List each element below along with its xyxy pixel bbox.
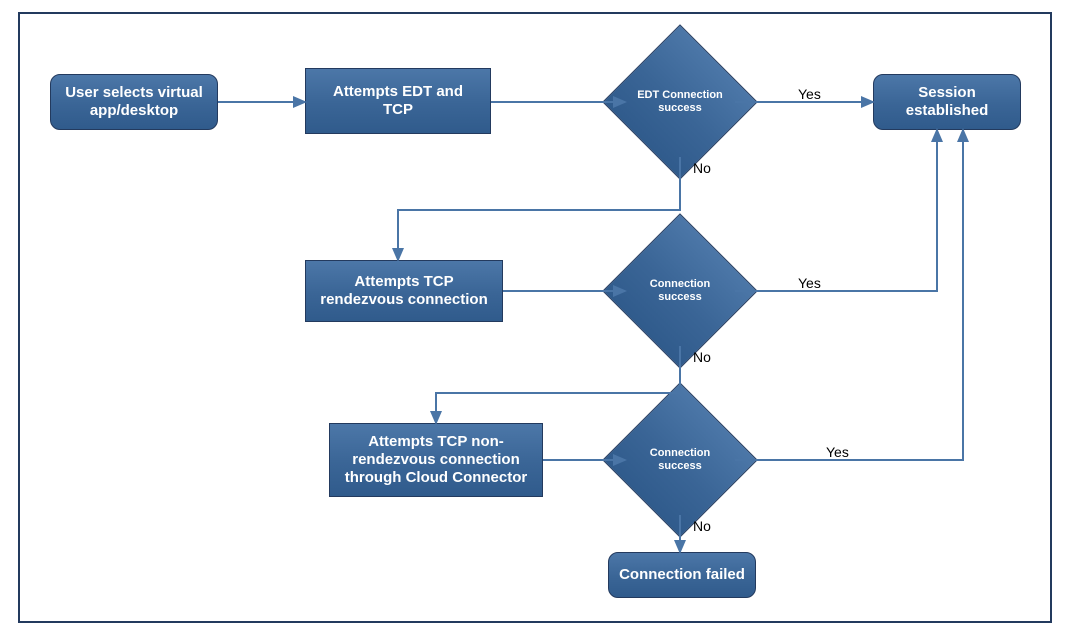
- node-label: Connection failed: [619, 566, 745, 584]
- node-attempt-edt-tcp: Attempts EDT and TCP: [305, 68, 491, 134]
- node-attempt-tcp-rendezvous: Attempts TCP rendezvous connection: [305, 260, 503, 322]
- edge-label-no: No: [693, 160, 711, 176]
- node-attempt-tcp-non-rendezvous: Attempts TCP non-rendezvous connection t…: [329, 423, 543, 497]
- node-label: User selects virtual app/desktop: [61, 84, 207, 120]
- edge-label-yes: Yes: [798, 275, 821, 291]
- edge-label-no: No: [693, 349, 711, 365]
- node-label: Attempts TCP rendezvous connection: [316, 273, 492, 309]
- node-label: Connection success: [625, 236, 735, 346]
- edge-label-yes: Yes: [798, 86, 821, 102]
- node-label: Attempts EDT and TCP: [316, 83, 480, 119]
- node-label: Attempts TCP non-rendezvous connection t…: [340, 433, 532, 487]
- node-label: EDT Connection success: [625, 47, 735, 157]
- node-decision-tcp-non-rendezvous: Connection success: [625, 405, 735, 515]
- node-session-established: Session established: [873, 74, 1021, 130]
- node-label: Session established: [884, 84, 1010, 120]
- node-decision-tcp-rendezvous: Connection success: [625, 236, 735, 346]
- node-label: Connection success: [625, 405, 735, 515]
- node-connection-failed: Connection failed: [608, 552, 756, 598]
- edge-label-no: No: [693, 518, 711, 534]
- flowchart-canvas: User selects virtual app/desktop Attempt…: [0, 0, 1072, 635]
- edge-label-yes: Yes: [826, 444, 849, 460]
- node-start: User selects virtual app/desktop: [50, 74, 218, 130]
- node-decision-edt: EDT Connection success: [625, 47, 735, 157]
